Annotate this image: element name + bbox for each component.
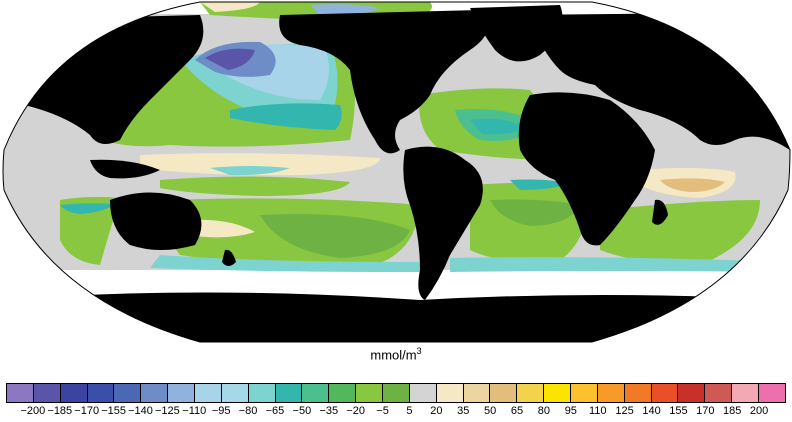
colorbar-tick-label: −200 [20, 405, 46, 417]
units-base: mmol/m [370, 347, 417, 363]
field-south-pacific-darkgreen [260, 214, 410, 258]
colorbar-tick-label: 65 [510, 405, 524, 417]
field-south-atlantic-teal [510, 179, 570, 190]
colorbar-swatch [409, 384, 437, 402]
colorbar-swatch [624, 384, 652, 402]
field-north-pacific-purple [205, 48, 255, 70]
colorbar-tick-label: −20 [346, 405, 365, 417]
colorbar [6, 383, 786, 403]
colorbar-swatch [383, 384, 410, 402]
colorbar-tick-label: 155 [669, 405, 688, 417]
colorbar-swatch [490, 384, 518, 402]
colorbar-swatch [678, 384, 706, 402]
colorbar-tick-label: −140 [128, 405, 153, 417]
colorbar-ticks: −200 −185 −170 −155 −140 −125 −110 −95 −80 −65 −50… [6, 405, 786, 421]
colorbar-tick-label: 170 [696, 405, 715, 417]
field-indian-ocean-green [60, 196, 120, 265]
colorbar-swatch [329, 384, 357, 402]
land-madagascar [652, 199, 668, 225]
colorbar-tick-label: −35 [319, 405, 339, 417]
colorbar-swatch [544, 384, 572, 402]
colorbar-swatch [302, 384, 330, 402]
colorbar-swatch [221, 384, 249, 402]
colorbar-swatch [759, 384, 785, 402]
colorbar-tick-label: −170 [74, 405, 100, 417]
colorbar-tick-label: −5 [376, 405, 389, 417]
colorbar-swatch [248, 384, 276, 402]
colorbar-tick-label: 5 [406, 405, 413, 417]
colorbar-swatch [114, 384, 142, 402]
field-equatorial-pacific-tan [140, 153, 380, 176]
land-africa [518, 92, 655, 246]
field-south-atlantic-darkgreen [490, 199, 580, 226]
land-antarctica [3, 292, 790, 342]
field-south-atlantic-south-teal [450, 257, 790, 272]
colorbar-swatch [195, 384, 222, 402]
colorbar-swatch [60, 384, 88, 402]
colorbar-tick-label: 140 [642, 405, 661, 417]
colorbar-tick-label: −50 [292, 405, 312, 417]
colorbar-swatch [141, 384, 169, 402]
land-south-america [403, 146, 483, 300]
colorbar-swatch [87, 384, 115, 402]
colorbar-units-label: mmol/m3 [0, 346, 792, 362]
colorbar-tick-label: −110 [182, 405, 207, 417]
colorbar-swatch [597, 384, 625, 402]
colorbar-swatch [517, 384, 545, 402]
colorbar-swatch [732, 384, 760, 402]
land-new-zealand [222, 249, 236, 266]
colorbar-tick-label: −65 [265, 405, 285, 417]
colorbar-swatch [463, 384, 491, 402]
colorbar-tick-label: 50 [484, 405, 497, 417]
land-north-america [279, 10, 488, 154]
world-map [2, 1, 791, 343]
field-indian-ocean-east-green [600, 200, 760, 265]
field-equatorial-pacific-teal [210, 166, 290, 176]
colorbar-swatch [7, 384, 34, 402]
colorbar-tick-label: 185 [723, 405, 742, 417]
land-australia [110, 192, 202, 250]
field-south-pacific-teal [150, 255, 420, 272]
colorbar-tick-label: 200 [749, 405, 769, 417]
colorbar-tick-label: −80 [238, 405, 258, 417]
map-canvas [2, 1, 791, 343]
colorbar-tick-label: 35 [457, 405, 470, 417]
map-fields [3, 2, 790, 342]
globe-outline [2, 1, 791, 343]
field-south-pacific-tan [190, 219, 255, 238]
colorbar-swatch [33, 384, 61, 402]
land-indonesia [90, 159, 160, 179]
field-arctic-tan [200, 2, 260, 12]
colorbar-tick-label: −95 [211, 405, 231, 417]
colorbar-tick-label: 95 [564, 405, 577, 417]
colorbar-swatch [275, 384, 303, 402]
field-north-pacific-teal [230, 103, 342, 130]
colorbar-swatch [571, 384, 598, 402]
colorbar-tick-label: 125 [615, 405, 634, 417]
colorbar-tick-label: 110 [588, 405, 607, 417]
colorbar-tick-label: 20 [430, 405, 443, 417]
field-equatorial-pacific-green [160, 176, 350, 196]
colorbar-swatch [705, 384, 733, 402]
colorbar-tick-label: −125 [154, 405, 180, 417]
colorbar-swatch [168, 384, 196, 402]
field-indian-ocean-orange [660, 178, 725, 192]
colorbar-swatch [356, 384, 384, 402]
colorbar-swatch [651, 384, 679, 402]
colorbar-tick-label: 80 [537, 405, 551, 417]
colorbar-swatch [436, 384, 464, 402]
units-exponent: 3 [416, 346, 422, 356]
field-indian-ocean-teal [60, 203, 115, 214]
field-north-atlantic-teal [470, 118, 525, 135]
colorbar-tick-label: −155 [101, 405, 126, 417]
colorbar-tick-label: −185 [47, 405, 73, 417]
